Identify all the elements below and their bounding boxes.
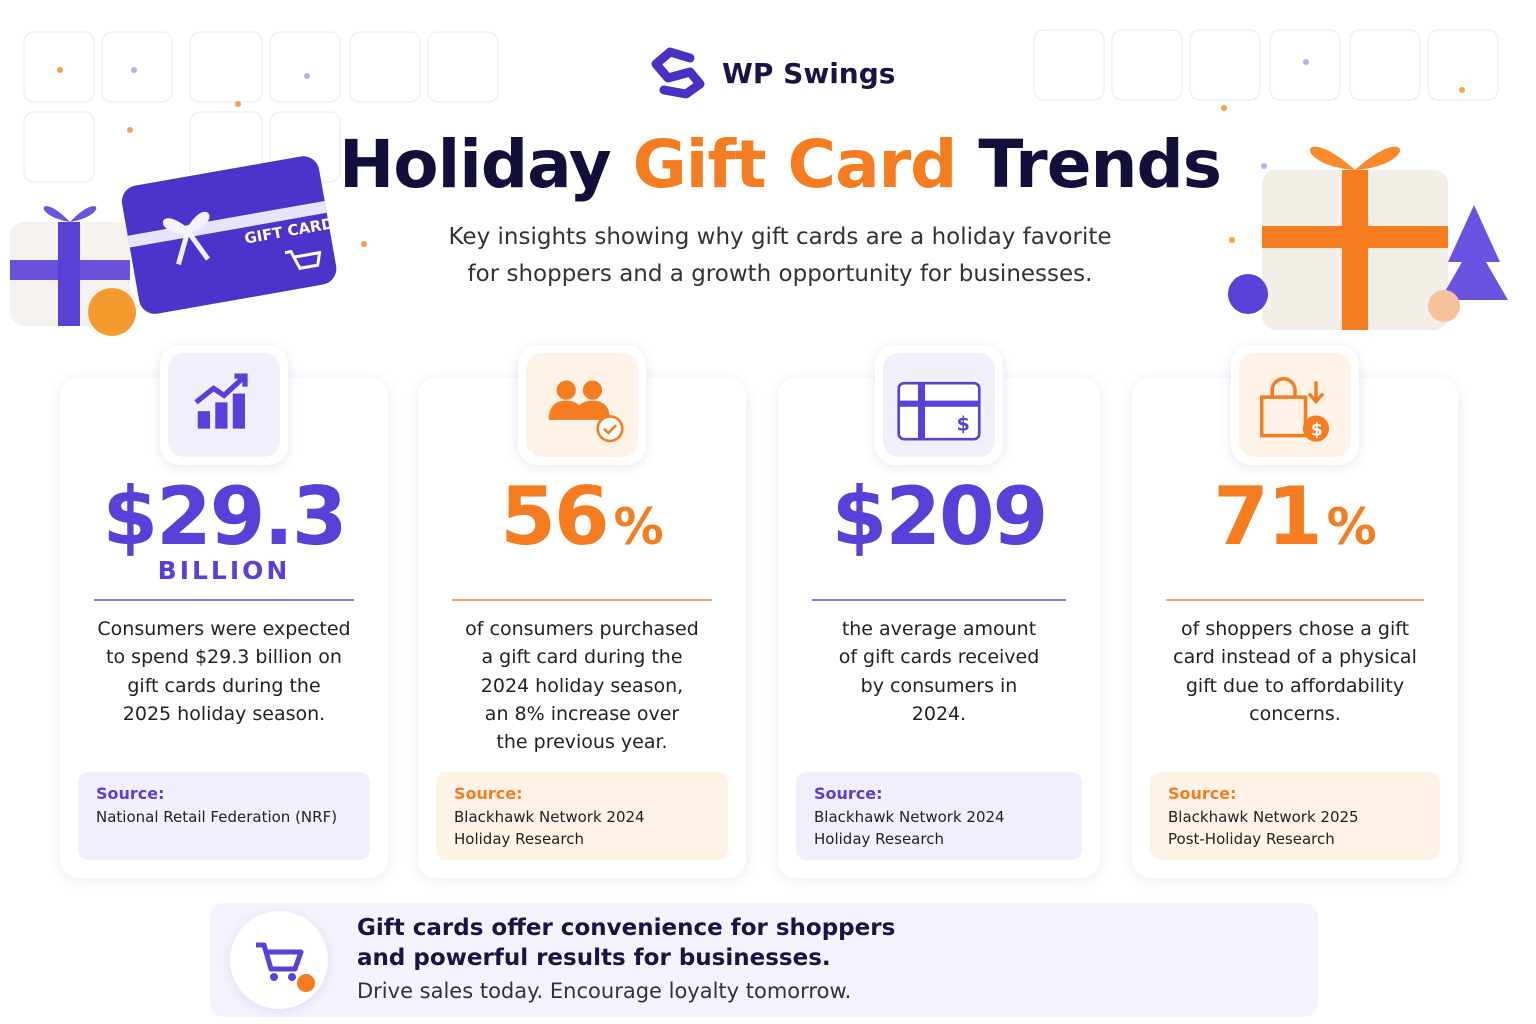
source-text: Blackhawk Network 2025	[1168, 808, 1359, 826]
icon-box: $	[1231, 345, 1359, 465]
icon: $	[1239, 353, 1351, 457]
divider	[94, 599, 354, 601]
source-text: National Retail Federation (NRF)	[96, 808, 338, 826]
source-text: Holiday Research	[814, 830, 944, 848]
description-line: 2024.	[911, 702, 967, 725]
svg-text:$: $	[957, 412, 970, 435]
cart-svg	[256, 942, 315, 992]
icon	[168, 353, 280, 457]
description-line: to spend $29.3 billion on	[106, 646, 342, 669]
title-part: Holiday	[339, 126, 612, 203]
source-text: Blackhawk Network 2024	[454, 808, 645, 826]
description-line: gift cards during the	[127, 674, 321, 697]
source-box: Source: National Retail Federation (NRF)	[78, 772, 370, 860]
description-line: a gift card during the	[481, 646, 683, 669]
icon-svg	[194, 373, 248, 429]
source-text: Post-Holiday Research	[1168, 830, 1335, 848]
description-line: Consumers were expected	[97, 618, 351, 640]
description-line: 2024 holiday season,	[480, 674, 684, 697]
source-box: Source: Blackhawk Network 2024 Holiday Res…	[436, 772, 728, 860]
divider	[1166, 599, 1424, 601]
icon: $	[883, 353, 995, 457]
stat-value-row: 56%	[500, 470, 663, 563]
description-line: the average amount	[841, 618, 1037, 640]
cart-icon	[230, 911, 328, 1009]
title-highlight: Gift Card	[632, 126, 958, 203]
description-line: of shoppers chose a gift	[1180, 618, 1410, 640]
source-text: Holiday Research	[454, 830, 584, 848]
source-label: Source:	[814, 784, 883, 803]
stat-value: 56	[500, 470, 609, 563]
stat-unit: %	[1326, 498, 1377, 556]
icon-box	[160, 345, 288, 465]
stat-unit: BILLION	[157, 556, 291, 585]
description-line: card instead of a physical	[1173, 646, 1417, 669]
description-line: the previous year.	[496, 731, 668, 754]
footer-tagline: Drive sales today. Encourage loyalty tom…	[357, 979, 852, 1003]
divider	[812, 599, 1066, 601]
icon-svg: $	[897, 381, 981, 441]
description-line: concerns.	[1249, 702, 1341, 725]
description-line: an 8% increase over	[484, 702, 680, 725]
footer-headline: Gift cards offer convenience for shopper…	[357, 915, 896, 941]
subtitle-line: Key insights showing why gift cards are …	[448, 224, 1112, 250]
stat-unit: %	[613, 498, 664, 556]
title-part: Trends	[978, 126, 1222, 203]
stat-card: 56% of consumers purchased a gift card dur…	[418, 378, 746, 878]
stat-value: $209	[831, 470, 1049, 563]
svg-text:$: $	[1311, 421, 1323, 441]
title: Holiday Gift Card Trends	[339, 126, 1222, 203]
source-label: Source:	[454, 784, 523, 803]
subtitle-line: for shoppers and a growth opportunity fo…	[467, 261, 1093, 287]
icon-svg: $	[1260, 377, 1330, 442]
icon-box	[518, 345, 646, 465]
description-line: gift due to affordability	[1185, 674, 1405, 697]
footer-headline: and powerful results for businesses.	[357, 945, 831, 971]
description-line: 2025 holiday season.	[122, 702, 326, 725]
stat-card: $29.3 BILLION Consumers were expected to sp…	[60, 378, 388, 878]
icon-box: $	[875, 345, 1003, 465]
description-line: of consumers purchased	[465, 618, 699, 640]
stat-value: $29.3	[102, 470, 347, 563]
stat-card: $209 the average amount of gift cards rece…	[778, 378, 1100, 878]
source-text: Blackhawk Network 2024	[814, 808, 1005, 826]
source-box: Source: Blackhawk Network 2024 Holiday Res…	[796, 772, 1082, 860]
description-line: of gift cards received	[838, 646, 1040, 669]
source-label: Source:	[96, 784, 165, 803]
brand-name: WP Swings	[722, 57, 896, 90]
icon-svg	[548, 380, 624, 443]
divider	[452, 599, 712, 601]
description-line: by consumers in	[860, 674, 1018, 697]
source-box: Source: Blackhawk Network 2025 Post-Holida…	[1150, 772, 1440, 860]
stat-value-row: 71%	[1213, 470, 1376, 563]
source-label: Source:	[1168, 784, 1237, 803]
stat-value: 71	[1213, 470, 1322, 563]
footer-banner: Gift cards offer convenience for shopper…	[210, 903, 1318, 1017]
icon	[526, 353, 638, 457]
